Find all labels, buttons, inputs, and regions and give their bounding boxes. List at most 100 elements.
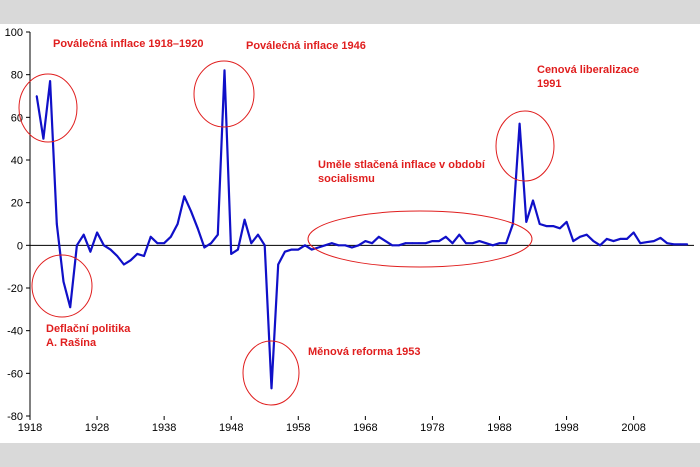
data-point [525,221,528,223]
y-tick-label: -20 [7,283,23,295]
data-point [485,242,487,245]
data-point [277,263,280,266]
data-point [357,244,360,247]
data-point [102,244,105,247]
x-tick-label: 1988 [487,422,511,434]
annotation-ellipse [18,73,78,143]
data-point [673,243,675,246]
annotation-label: A. Rašína [46,337,97,349]
data-point [129,259,132,262]
data-point [612,240,615,243]
y-tick-label: -60 [7,368,23,380]
y-tick-label: 40 [11,155,23,167]
data-point [49,80,51,82]
data-point [391,244,394,247]
data-point [257,233,259,236]
data-point [297,248,300,251]
data-point [183,195,186,198]
data-point [163,242,166,245]
data-point [532,199,534,202]
data-point [176,223,179,225]
data-point [109,248,112,251]
data-point [377,235,380,238]
data-point [478,240,481,243]
data-point [632,231,635,234]
data-point [317,246,320,249]
data-point [62,280,65,283]
data-point [679,243,682,246]
data-point [190,210,192,213]
data-point [310,248,313,251]
data-point [565,221,568,223]
annotation-label: Deflační politika [46,323,131,335]
y-tick-label: -80 [7,411,23,423]
x-tick-label: 1978 [420,422,444,434]
data-point [344,244,347,247]
data-point [626,238,628,240]
chart-frame: 100 80 60 40 20 0 -20 -40 -60 -80 1918 1928 1938 1948… [0,24,700,443]
data-point [579,235,581,238]
data-point [82,233,85,236]
y-tick-label: 100 [5,27,23,39]
data-point [284,250,286,253]
x-tick-label: 1948 [219,422,243,434]
data-point [411,242,414,245]
data-point [398,244,400,247]
data-point [210,242,213,245]
annotation-label: Cenová liberalizace [537,64,639,76]
data-point [666,242,669,245]
data-point [431,240,434,243]
data-point [89,250,92,253]
annotation-label: Poválečná inflace 1946 [246,40,366,52]
x-tick-label: 1958 [286,422,310,434]
annotation-label: 1991 [537,78,561,90]
data-point [639,242,642,245]
data-point [545,225,548,228]
x-tick-label: 2008 [621,422,645,434]
data-point [35,95,38,97]
data-point [324,244,326,247]
annotation-ellipse [242,340,300,406]
x-tick-label: 1918 [18,422,42,434]
data-point [237,248,239,251]
data-point [652,240,655,243]
annotation-label: Poválečná inflace 1918–1920 [53,38,203,50]
data-point [418,242,420,245]
data-point [686,243,689,246]
data-point [465,242,467,245]
data-point [243,218,246,221]
data-point [498,242,501,245]
data-point [458,233,461,236]
data-point [491,244,494,247]
data-point [518,122,521,125]
data-point [471,242,474,245]
data-point [451,242,454,245]
data-point [156,242,159,245]
data-point [330,242,333,245]
data-point [505,242,508,245]
data-point [599,244,601,247]
data-point [42,137,45,140]
x-tick-label: 1928 [85,422,109,434]
data-point [196,227,199,230]
annotation-ellipse [193,60,255,128]
data-point [605,238,608,240]
data-point [438,240,440,243]
data-point [263,244,266,247]
data-point [55,223,58,225]
y-tick-label: 20 [11,198,23,210]
data-point [76,244,78,247]
data-point [559,227,561,230]
data-point [585,233,588,236]
data-point [270,387,273,390]
series-line [35,69,688,390]
annotation-label: socialismu [318,173,375,185]
annotation-ellipse [31,254,93,318]
data-point [404,242,407,245]
data-point [203,246,206,249]
data-point [384,240,387,243]
x-tick-label: 1998 [554,422,578,434]
y-tick-label: 0 [17,240,23,252]
data-point [216,233,219,236]
